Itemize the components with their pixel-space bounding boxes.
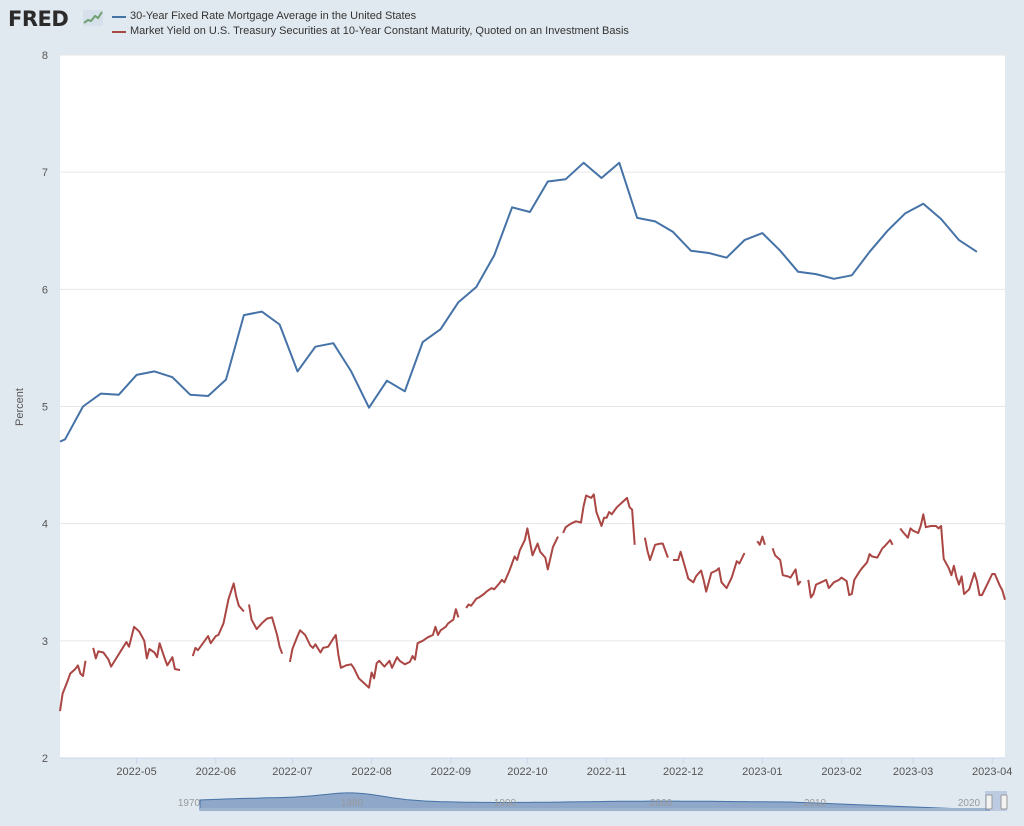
treasury-yield-line bbox=[771, 547, 802, 586]
navigator-left-handle[interactable] bbox=[985, 794, 993, 810]
mortgage-rate-line bbox=[59, 161, 978, 443]
x-tick-label: 2022-07 bbox=[272, 766, 312, 778]
navigator-baseline bbox=[200, 808, 990, 811]
y-axis-title: Percent bbox=[14, 388, 26, 426]
treasury-yield-line bbox=[807, 539, 894, 599]
y-tick-label: 4 bbox=[42, 519, 48, 531]
navigator-series-area bbox=[199, 792, 991, 811]
y-tick-label: 5 bbox=[42, 402, 48, 414]
navigator-year-label: 2010 bbox=[804, 798, 827, 809]
x-tick-label: 2023-04 bbox=[972, 766, 1012, 778]
x-tick-label: 2023-03 bbox=[893, 766, 933, 778]
navigator-year-label: 1970 bbox=[178, 798, 201, 809]
legend-swatch-mortgage bbox=[112, 15, 126, 18]
navigator-year-label: 1980 bbox=[341, 798, 364, 809]
x-tick-label: 2022-06 bbox=[196, 766, 236, 778]
navigator-year-label: 1990 bbox=[494, 798, 517, 809]
legend-label-mortgage: 30-Year Fixed Rate Mortgage Average in t… bbox=[130, 10, 417, 22]
legend-item-mortgage[interactable]: 30-Year Fixed Rate Mortgage Average in t… bbox=[112, 9, 629, 24]
x-tick-label: 2022-12 bbox=[663, 766, 703, 778]
legend-item-treasury[interactable]: Market Yield on U.S. Treasury Securities… bbox=[112, 24, 629, 39]
x-tick-label: 2023-02 bbox=[821, 766, 861, 778]
x-tick-label: 2022-05 bbox=[116, 766, 156, 778]
y-tick-label: 6 bbox=[42, 284, 48, 296]
x-tick-label: 2022-10 bbox=[507, 766, 547, 778]
treasury-yield-line bbox=[673, 550, 746, 593]
treasury-yield-line bbox=[562, 493, 636, 545]
y-tick-label: 7 bbox=[42, 167, 48, 179]
y-tick-label: 8 bbox=[42, 50, 48, 62]
legend-label-treasury: Market Yield on U.S. Treasury Securities… bbox=[130, 25, 629, 37]
x-tick-label: 2022-11 bbox=[587, 766, 627, 778]
treasury-yield-line bbox=[465, 527, 559, 609]
navigator-year-label: 2000 bbox=[650, 798, 673, 809]
line-chart-icon bbox=[83, 10, 103, 26]
treasury-yield-line bbox=[59, 660, 87, 712]
navigator-year-label: 2020 bbox=[958, 798, 981, 809]
treasury-yield-line bbox=[643, 537, 669, 561]
fred-logo: FRED bbox=[8, 7, 69, 31]
x-tick-label: 2023-01 bbox=[742, 766, 782, 778]
treasury-yield-line bbox=[92, 625, 181, 672]
chart-legend: 30-Year Fixed Rate Mortgage Average in t… bbox=[112, 9, 629, 39]
treasury-yield-line bbox=[899, 513, 1006, 601]
treasury-yield-line bbox=[248, 604, 284, 655]
treasury-yield-line bbox=[756, 535, 766, 546]
y-tick-label: 3 bbox=[42, 636, 48, 648]
navigator-right-handle[interactable] bbox=[1000, 794, 1008, 810]
x-tick-label: 2022-08 bbox=[351, 766, 391, 778]
legend-swatch-treasury bbox=[112, 30, 126, 33]
treasury-yield-line bbox=[288, 608, 460, 689]
x-tick-label: 2022-09 bbox=[431, 766, 471, 778]
treasury-yield-line bbox=[191, 582, 245, 657]
y-tick-label: 2 bbox=[42, 753, 48, 765]
